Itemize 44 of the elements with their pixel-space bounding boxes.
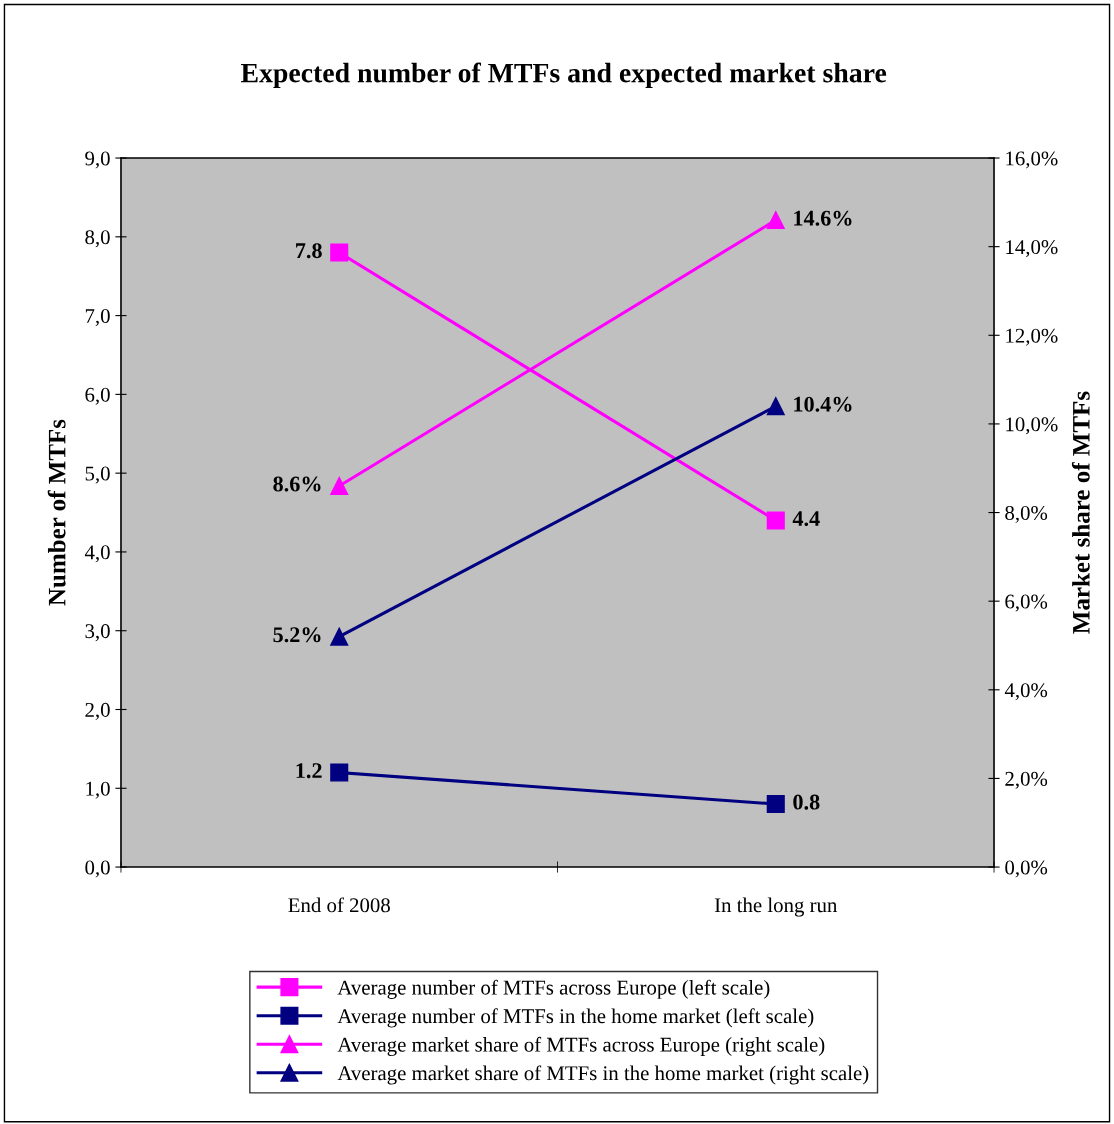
y-tick-label: 0,0 [85,860,110,878]
y-tick-label: 1,0 [86,781,110,799]
y-tick-label: 6,0 [85,387,110,405]
x-tick-label: End of 2008 [288,897,390,913]
data-label: 14.6% [794,210,852,226]
point [330,763,349,782]
y2-tick-label: 14,0% [1006,240,1058,258]
legend-label: Average market share of MTFs across Europe (right scale) [337,1036,825,1057]
y2-axis-title: Market share of MTFs [1071,391,1090,634]
data-label: 8.6% [273,476,321,492]
data-label: 1.2 [296,763,322,779]
point [330,243,349,262]
point [330,476,349,495]
data-label: 0.8 [793,794,820,810]
data-label: 7.8 [296,243,322,259]
y-tick-label: 2,0 [85,702,110,720]
y2-tick-label: 0,0% [1005,860,1048,878]
y2-tick-label: 2,0% [1005,771,1048,789]
y-tick-label: 8,0 [85,230,110,248]
point [766,511,785,530]
y-tick-label: 7,0 [85,308,110,327]
y2-tick-label: 10,0% [1006,417,1058,435]
legend-label: Average number of MTFs in the home market (left scale) [337,1008,814,1028]
data-label: 4.4 [792,511,820,527]
y-tick-label: 9,0 [85,151,110,169]
point [330,627,349,646]
y2-tick-label: 16,0% [1006,151,1058,169]
y2-tick-label: 6,0% [1005,594,1048,612]
data-label: 10.4% [794,396,852,412]
y-tick-label: 5,0 [85,466,110,484]
y2-tick-label: 8,0% [1005,505,1048,523]
legend-label: Average market share of MTFs in the home market (right scale) [337,1065,869,1085]
y-tick-label: 4,0 [84,545,110,563]
point [766,795,785,814]
point [766,397,785,416]
y-tick-label: 3,0 [85,624,110,642]
legend-label: Average number of MTFs across Europe (left scale) [337,979,770,999]
chart-title: Expected number of MTFs and expected market share [240,62,887,89]
y2-tick-label: 4,0% [1004,683,1048,701]
y2-tick-label: 12,0% [1006,328,1058,346]
y-axis-title: Number of MTFs [47,419,66,606]
data-label: 5.2% [273,627,321,643]
point [766,211,785,230]
x-tick-label: In the long run [714,897,838,917]
